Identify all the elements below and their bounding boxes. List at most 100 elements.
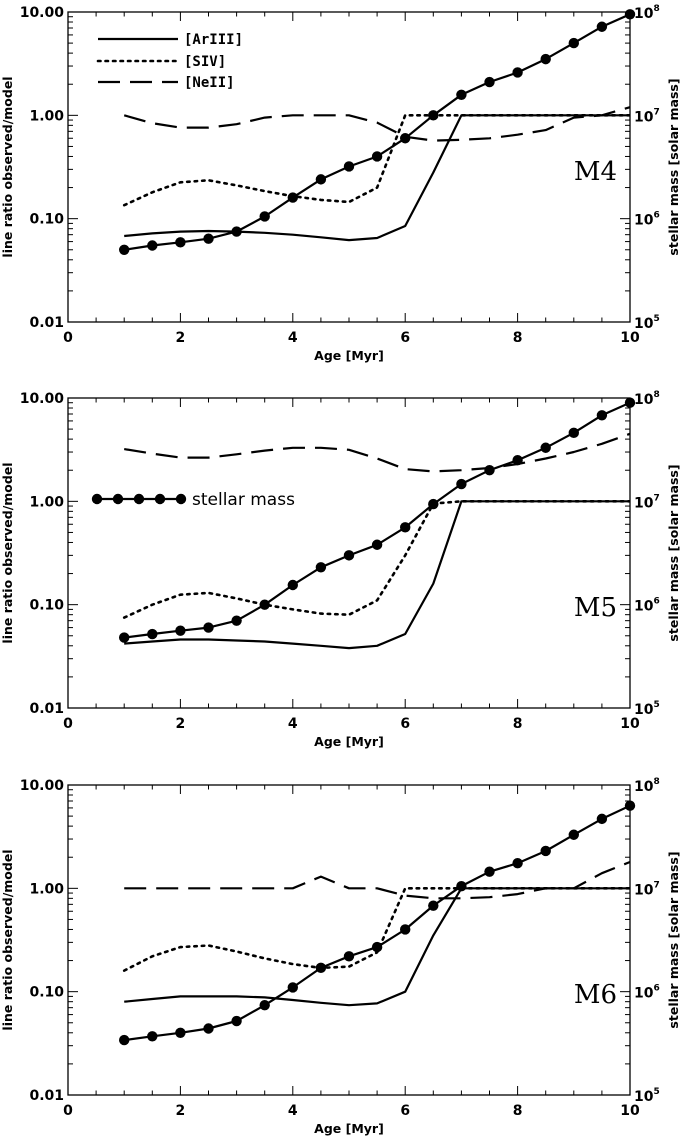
data-point-stellar-mass: [428, 110, 439, 121]
y-tick-label-right: 105: [634, 1087, 660, 1105]
data-point-stellar-mass: [343, 550, 355, 561]
data-point-stellar-mass: [259, 599, 270, 610]
y-tick-label-right: 106: [634, 597, 660, 615]
data-point-stellar-mass: [203, 1023, 214, 1034]
y-tick-label-left: 10.00: [20, 5, 65, 21]
data-point-stellar-mass: [624, 9, 636, 20]
y-tick-label-left: 10.00: [20, 391, 65, 407]
data-point-stellar-mass: [287, 579, 298, 591]
series-line-stellar-mass: [124, 13, 630, 251]
x-tick-label: 8: [513, 330, 523, 346]
data-point-stellar-mass: [484, 866, 495, 877]
tick-base: 10: [634, 213, 654, 229]
data-point-stellar-mass: [540, 845, 551, 857]
tick-base: 10: [634, 1089, 654, 1105]
panel-m4: 0 2 4 6 8 100.010.101.0010.00105106107108Age …: [0, 4, 681, 363]
legend-marker: [112, 493, 124, 505]
data-point-stellar-mass: [231, 226, 242, 237]
tick-base: 10: [634, 599, 654, 615]
tick-exponent: 7: [653, 107, 659, 117]
tick-base: 10: [634, 495, 654, 511]
y-tick-label-left: 0.01: [29, 315, 64, 331]
tick-base: 10: [634, 882, 654, 898]
y-tick-label-left: 1.00: [29, 108, 64, 124]
legend-label: [NeII]: [184, 75, 235, 91]
series-line-siv: [122, 114, 630, 207]
data-point-stellar-mass: [119, 632, 130, 643]
series-line-ariii: [124, 114, 630, 242]
data-point-stellar-mass: [540, 442, 551, 453]
data-point-stellar-mass: [371, 941, 383, 953]
data-point-stellar-mass: [203, 233, 214, 244]
y-tick-label-right: 105: [634, 700, 660, 718]
x-axis-title: Age [Myr]: [314, 734, 384, 749]
panel-label: M6: [574, 980, 617, 1010]
series-group: [122, 13, 630, 251]
tick-exponent: 6: [653, 211, 659, 221]
data-point-stellar-mass: [119, 244, 130, 255]
data-point-stellar-mass: [624, 800, 636, 811]
panel-label: M5: [574, 593, 617, 623]
y-axis-title-right: stellar mass [solar mass]: [666, 464, 681, 641]
data-point-stellar-mass: [484, 76, 495, 88]
data-point-stellar-mass: [624, 397, 636, 408]
data-point-stellar-mass: [456, 880, 467, 892]
y-axis-title-right: stellar mass [solar mass]: [666, 851, 681, 1028]
data-point-stellar-mass: [231, 615, 242, 626]
legend-label: [SIV]: [184, 54, 226, 70]
data-point-stellar-mass: [512, 67, 523, 78]
data-point-stellar-mass: [568, 829, 579, 840]
data-point-stellar-mass: [287, 982, 298, 993]
tick-exponent: 8: [653, 4, 659, 14]
panel-m5: 0 2 4 6 8 100.010.101.0010.00105106107108Age …: [0, 390, 681, 749]
y-tick-label-right: 105: [634, 314, 660, 332]
x-tick-label: 10: [620, 716, 640, 732]
y-tick-label-left: 0.01: [29, 701, 64, 717]
x-tick-label: 4: [288, 1103, 298, 1119]
tick-base: 10: [634, 316, 654, 332]
data-point-stellar-mass: [315, 562, 327, 573]
y-tick-label-right: 107: [634, 493, 660, 511]
legend-label: [ArIII]: [184, 32, 243, 48]
data-point-stellar-mass: [456, 89, 467, 101]
x-axis-title: Age [Myr]: [314, 1121, 384, 1136]
x-tick-label: 8: [513, 1103, 523, 1119]
tick-base: 10: [634, 109, 654, 125]
data-point-stellar-mass: [259, 211, 270, 222]
legend-marker: [175, 493, 187, 505]
data-point-stellar-mass: [119, 1034, 130, 1046]
y-tick-label-right: 106: [634, 984, 660, 1002]
legend-marker: [133, 493, 145, 505]
y-tick-label-left: 0.01: [29, 1088, 64, 1104]
data-point-stellar-mass: [147, 1031, 158, 1042]
y-tick-label-right: 107: [634, 880, 660, 898]
series-line-neii: [123, 106, 630, 142]
x-tick-label: 0: [63, 1103, 73, 1119]
data-point-stellar-mass: [259, 999, 270, 1011]
x-tick-label: 0: [63, 716, 73, 732]
tick-base: 10: [634, 702, 654, 718]
y-axis-title-left: line ratio observed/model: [0, 849, 15, 1030]
x-tick-label: 0: [63, 330, 73, 346]
data-point-stellar-mass: [596, 21, 608, 32]
y-axis-title-left: line ratio observed/model: [0, 76, 15, 257]
series-group: [122, 401, 630, 650]
data-point-stellar-mass: [203, 622, 214, 633]
y-tick-label-right: 107: [634, 107, 660, 125]
y-axis-title-right: stellar mass [solar mass]: [666, 78, 681, 255]
y-tick-label-left: 0.10: [29, 212, 64, 228]
legend: [ArIII] [SIV] [NeII]: [96, 32, 243, 91]
data-point-stellar-mass: [315, 962, 327, 974]
data-point-stellar-mass: [596, 813, 608, 825]
series-line-siv: [122, 499, 630, 619]
data-point-stellar-mass: [400, 924, 411, 935]
legend-marker: [91, 493, 103, 505]
tick-exponent: 5: [653, 700, 659, 710]
tick-exponent: 5: [653, 1087, 659, 1097]
legend-label: stellar mass: [192, 490, 295, 510]
series-line-siv: [122, 886, 630, 972]
data-point-stellar-mass: [287, 192, 298, 203]
tick-exponent: 6: [653, 597, 659, 607]
data-point-stellar-mass: [315, 174, 327, 185]
